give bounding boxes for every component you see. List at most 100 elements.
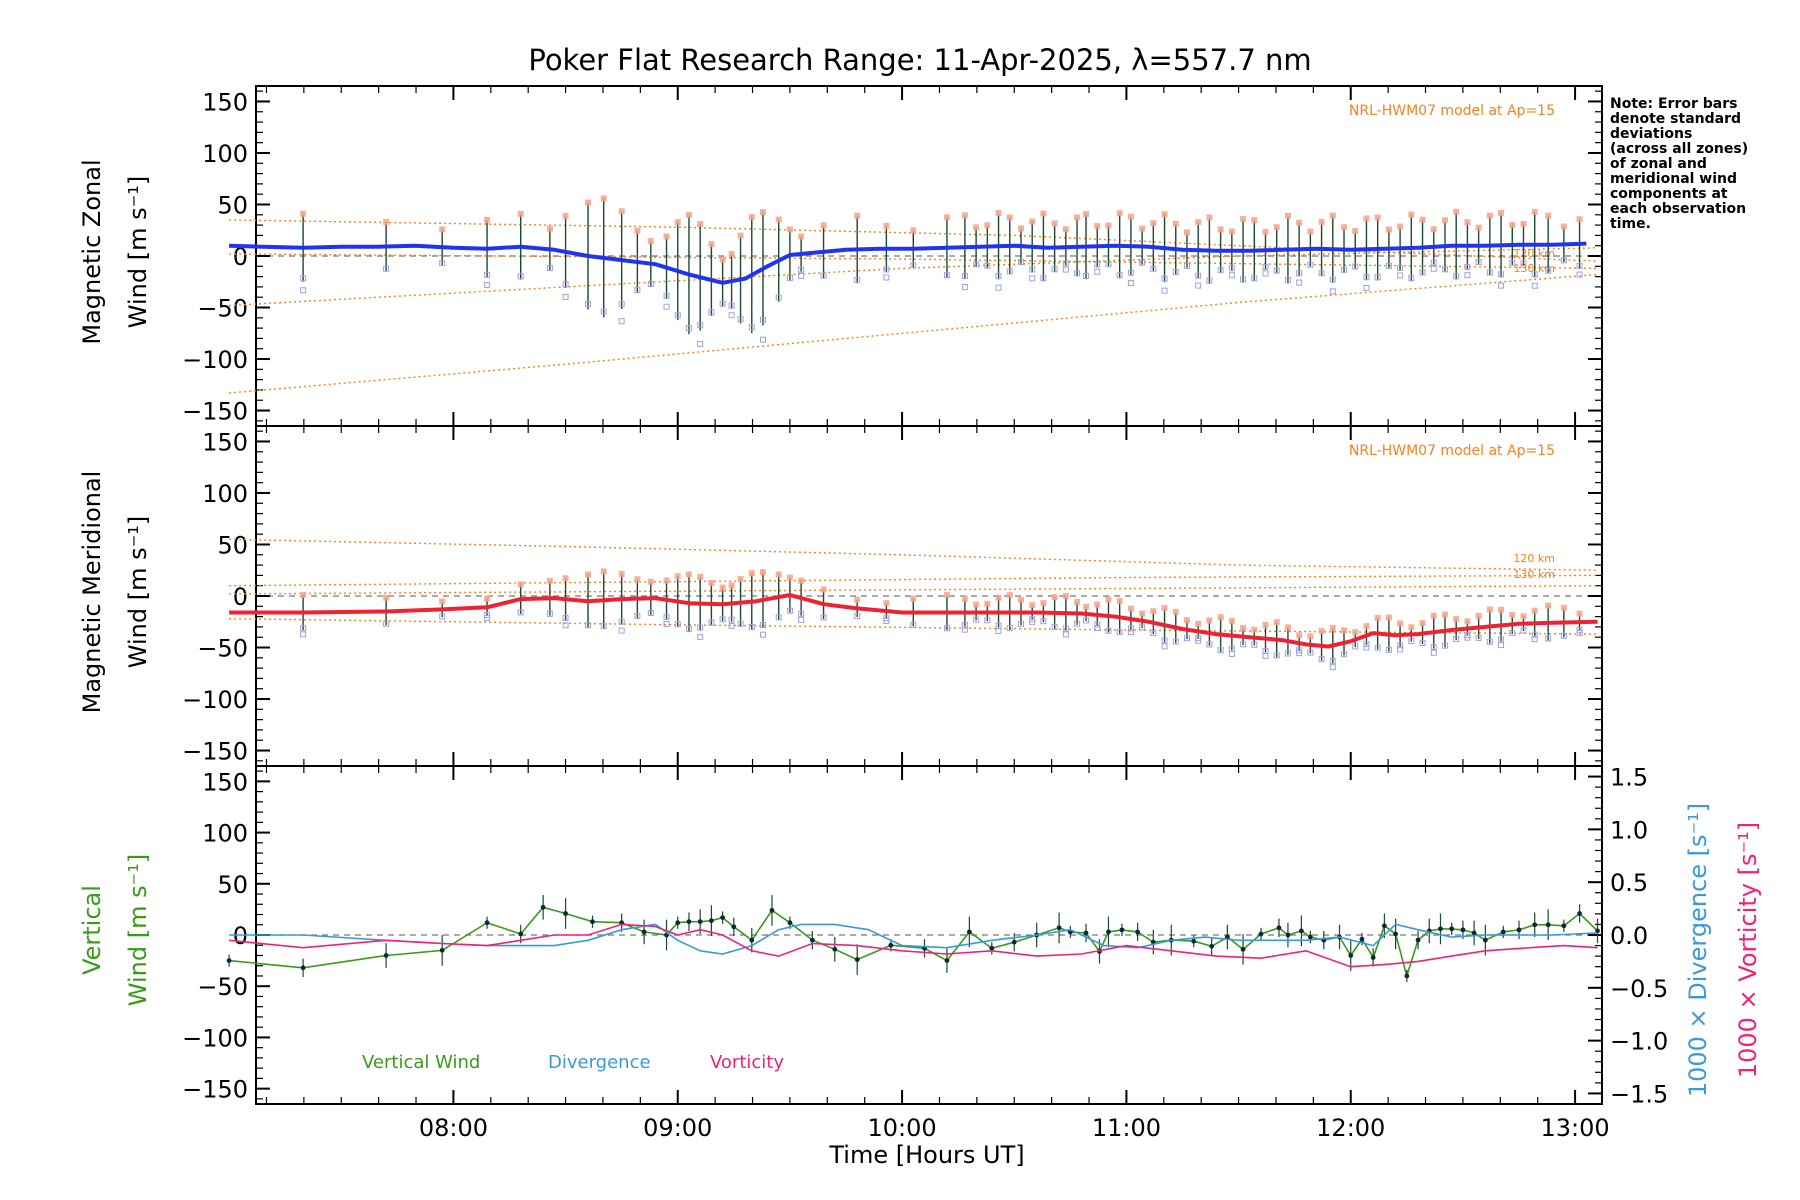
zone-marker bbox=[1051, 266, 1058, 273]
vertical-wind-point bbox=[226, 958, 232, 964]
zone-marker bbox=[300, 631, 307, 638]
model-curve bbox=[229, 574, 1598, 587]
zone-marker bbox=[1352, 227, 1359, 234]
zone-marker bbox=[1273, 652, 1280, 659]
zone-marker bbox=[663, 303, 670, 310]
zone-marker bbox=[517, 273, 524, 280]
zone-marker bbox=[820, 614, 827, 621]
zone-marker bbox=[1329, 212, 1336, 219]
zone-marker bbox=[728, 302, 735, 309]
zone-marker bbox=[1498, 606, 1505, 613]
zone-marker bbox=[748, 324, 755, 331]
zone-marker bbox=[618, 318, 625, 325]
zone-marker bbox=[1139, 225, 1146, 232]
zone-marker bbox=[1374, 614, 1381, 621]
zone-marker bbox=[1017, 259, 1024, 266]
vertical-wind-panel: Vertical Wind [m s⁻¹] 1000 × Divergence … bbox=[78, 803, 1762, 1097]
zone-marker bbox=[1576, 626, 1583, 633]
zone-marker bbox=[961, 284, 968, 291]
model-altitude-label: 130 km bbox=[1513, 568, 1555, 581]
zone-marker bbox=[1217, 226, 1224, 233]
zone-marker bbox=[1453, 616, 1460, 623]
zone-marker bbox=[1284, 277, 1291, 284]
zone-marker bbox=[383, 218, 390, 225]
zone-marker bbox=[1029, 275, 1036, 282]
zone-marker bbox=[1498, 282, 1505, 289]
y2-tick-label: 0.5 bbox=[1610, 869, 1648, 897]
zone-marker bbox=[1363, 215, 1370, 222]
vertical-wind-point bbox=[1307, 934, 1313, 940]
x-tick-label: 13:00 bbox=[1540, 1114, 1609, 1142]
model-curve bbox=[229, 253, 1598, 270]
meridional-y-axis-label: Magnetic Meridional bbox=[78, 471, 106, 714]
zone-marker bbox=[600, 195, 607, 202]
zone-marker bbox=[1509, 221, 1516, 228]
x-tick-label: 10:00 bbox=[867, 1114, 936, 1142]
zone-marker bbox=[775, 614, 782, 621]
zone-marker bbox=[300, 275, 307, 282]
vertical-wind-point bbox=[809, 937, 815, 943]
zone-marker bbox=[1520, 613, 1527, 620]
vertical-wind-point bbox=[1276, 925, 1282, 931]
zone-marker bbox=[585, 301, 592, 308]
zone-marker bbox=[1430, 644, 1437, 651]
vertical-wind-point bbox=[300, 965, 306, 971]
zone-marker bbox=[1296, 279, 1303, 286]
zone-marker bbox=[995, 627, 1002, 634]
y-tick-label: 100 bbox=[202, 140, 248, 168]
zone-marker bbox=[1183, 635, 1190, 642]
model-label: NRL-HWM07 model at Ap=15 bbox=[1349, 443, 1555, 459]
vertical-wind-point bbox=[484, 920, 490, 926]
zone-marker bbox=[383, 594, 390, 601]
zone-marker bbox=[1195, 620, 1202, 627]
zone-marker bbox=[883, 600, 890, 607]
zone-marker bbox=[300, 591, 307, 598]
zone-marker bbox=[1531, 607, 1538, 614]
vertical-wind-point bbox=[439, 947, 445, 953]
zone-marker bbox=[1017, 620, 1024, 627]
zone-marker bbox=[1273, 267, 1280, 274]
zone-marker bbox=[484, 216, 491, 223]
vertical-wind-point bbox=[1415, 937, 1421, 943]
zone-marker bbox=[546, 577, 553, 584]
zonal-wind-panel: NRL-HWM07 model at Ap=15 120 km 130 km M… bbox=[78, 103, 1555, 345]
divergence-y-axis-label: 1000 × Divergence [s⁻¹] bbox=[1684, 803, 1712, 1097]
y-tick-label: 150 bbox=[202, 428, 248, 456]
zone-marker bbox=[1029, 218, 1036, 225]
zone-marker bbox=[1296, 270, 1303, 277]
zone-marker bbox=[854, 276, 861, 283]
chart-title: Poker Flat Research Range: 11-Apr-2025, … bbox=[528, 43, 1311, 77]
zone-marker bbox=[1430, 649, 1437, 656]
zone-marker bbox=[973, 224, 980, 231]
zone-marker bbox=[854, 212, 861, 219]
zone-marker bbox=[1183, 617, 1190, 624]
zone-marker bbox=[1006, 214, 1013, 221]
zone-marker bbox=[1105, 261, 1112, 268]
zone-marker bbox=[1341, 224, 1348, 231]
zone-marker bbox=[1374, 214, 1381, 221]
zone-marker bbox=[1307, 261, 1314, 268]
zone-marker bbox=[1363, 641, 1370, 648]
zone-marker bbox=[697, 573, 704, 580]
vertical-wind-point bbox=[1449, 926, 1455, 932]
x-tick-label: 12:00 bbox=[1316, 1114, 1385, 1142]
zone-marker bbox=[1251, 275, 1258, 282]
zone-marker bbox=[883, 274, 890, 281]
zone-marker bbox=[1408, 211, 1415, 218]
zone-marker bbox=[1531, 636, 1538, 643]
vertical-wind-point bbox=[1119, 927, 1125, 933]
zone-marker bbox=[1576, 262, 1583, 269]
y2-tick-label: −0.5 bbox=[1610, 975, 1668, 1003]
zone-marker bbox=[1329, 664, 1336, 671]
zone-marker bbox=[1062, 631, 1069, 638]
zone-marker bbox=[1408, 637, 1415, 644]
zone-marker bbox=[883, 617, 890, 624]
vertical-wind-point bbox=[675, 920, 681, 926]
zone-marker bbox=[674, 219, 681, 226]
zone-marker bbox=[1284, 624, 1291, 631]
series-line-vertical-wind bbox=[229, 906, 1599, 979]
zone-marker bbox=[1486, 212, 1493, 219]
zone-marker bbox=[1161, 287, 1168, 294]
y-tick-label: 100 bbox=[202, 820, 248, 848]
zone-marker bbox=[1105, 222, 1112, 229]
